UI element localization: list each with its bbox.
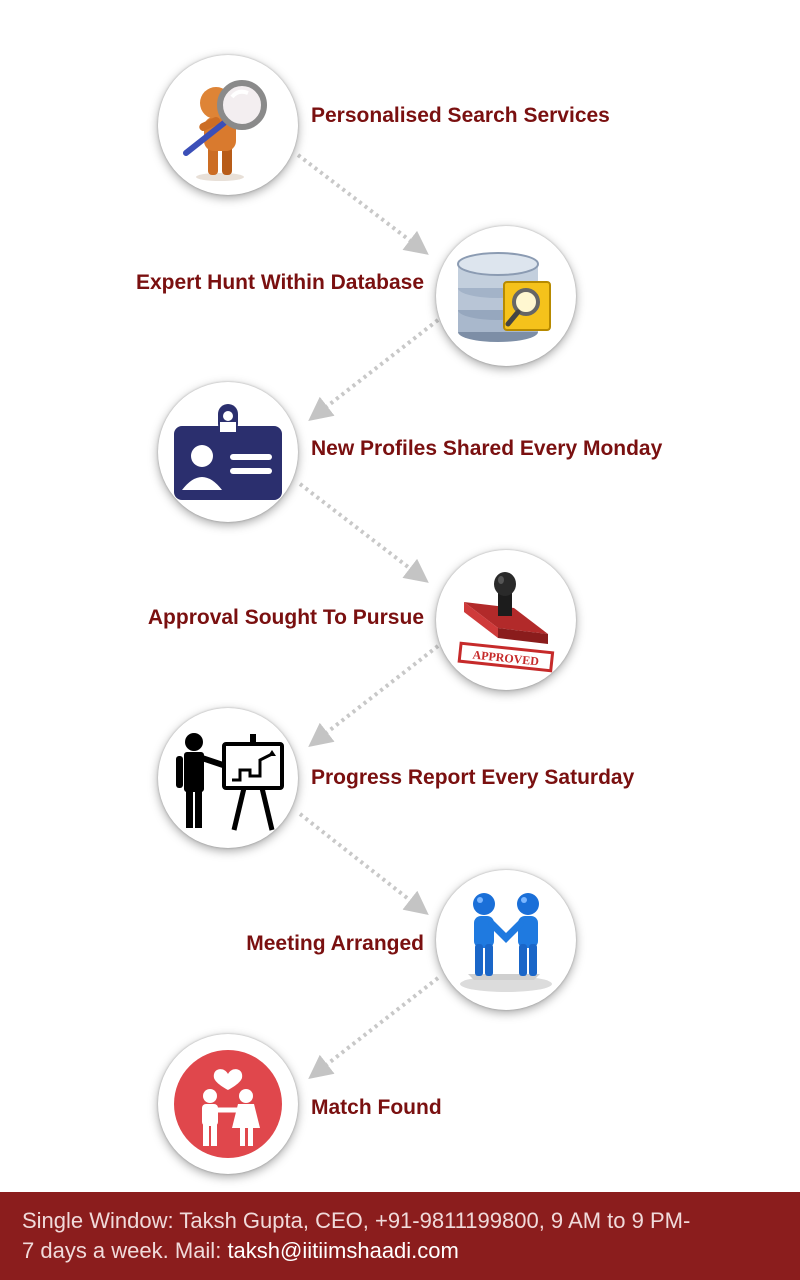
magnifier-person-icon <box>183 80 267 181</box>
step-2-label: Expert Hunt Within Database <box>135 271 424 294</box>
connector-arrow-3 <box>298 482 429 583</box>
connector-arrow-4 <box>308 644 440 747</box>
footer-line-2-prefix: 7 days a week. Mail: <box>22 1238 228 1263</box>
handshake-icon <box>460 893 552 992</box>
footer-line-2: 7 days a week. Mail: taksh@iitiimshaadi.… <box>22 1236 780 1266</box>
couple-heart-icon <box>174 1050 282 1158</box>
step-4-label: Approval Sought To Pursue <box>147 606 424 629</box>
presentation-icon <box>176 733 284 831</box>
step-3-circle <box>158 382 298 522</box>
step-7-circle <box>158 1034 298 1174</box>
step-7-label: Match Found <box>311 1096 442 1119</box>
connector-arrow-2 <box>308 318 440 421</box>
step-4-circle: APPROVED <box>436 550 576 690</box>
contact-footer: Single Window: Taksh Gupta, CEO, +91-981… <box>0 1192 800 1280</box>
profile-card-icon <box>174 404 282 500</box>
step-1-label: Personalised Search Services <box>311 104 610 127</box>
connector-arrow-5 <box>298 812 429 915</box>
footer-line-1: Single Window: Taksh Gupta, CEO, +91-981… <box>22 1208 691 1233</box>
step-6-circle <box>436 870 576 1010</box>
connector-arrow-6 <box>308 976 440 1079</box>
step-3-label: New Profiles Shared Every Monday <box>311 437 663 460</box>
database-search-icon <box>457 252 551 342</box>
approved-stamp-icon: APPROVED <box>457 572 555 673</box>
step-1-circle <box>158 55 298 195</box>
footer-email-link[interactable]: taksh@iitiimshaadi.com <box>227 1238 459 1263</box>
step-2-circle <box>436 226 576 366</box>
connector-arrow-1 <box>296 153 429 255</box>
step-5-label: Progress Report Every Saturday <box>311 766 635 789</box>
stamp-text: APPROVED <box>472 648 540 669</box>
step-5-circle <box>158 708 298 848</box>
step-6-label: Meeting Arranged <box>246 932 424 955</box>
